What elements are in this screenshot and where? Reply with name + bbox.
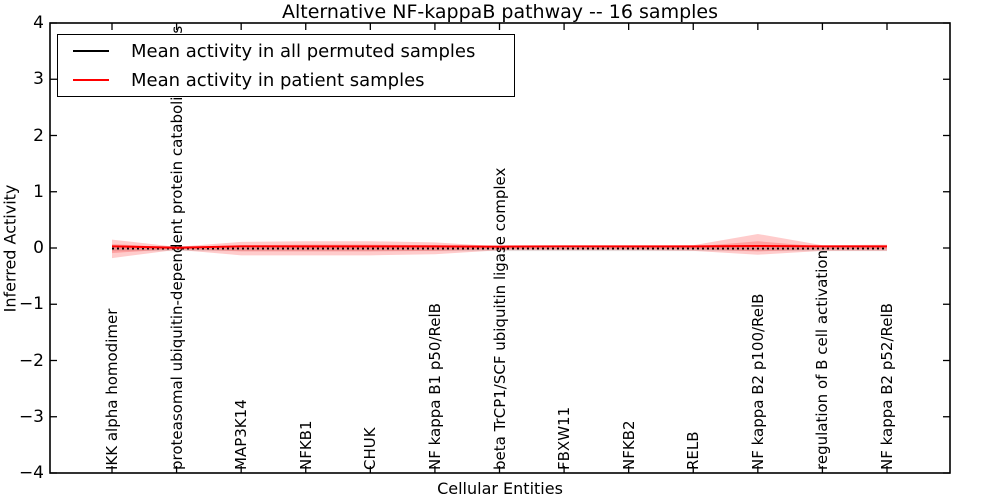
- legend-line-sample-permuted: [73, 50, 109, 52]
- y-tick-label: 2: [33, 125, 44, 146]
- x-tick-label: NF kappa B1 p50/RelB: [425, 303, 444, 470]
- y-tick-label: 4: [33, 13, 44, 33]
- legend-entry-patient: Mean activity in patient samples: [73, 69, 514, 91]
- legend-line-sample-patient: [73, 79, 109, 81]
- legend-label-permuted: Mean activity in all permuted samples: [131, 40, 476, 62]
- y-tick-label: −3: [18, 406, 44, 427]
- legend: Mean activity in all permuted samples Me…: [57, 34, 515, 97]
- x-axis-label: Cellular Entities: [437, 479, 563, 498]
- y-tick-label: 1: [33, 181, 44, 202]
- x-tick-label: regulation of B cell activation: [813, 249, 832, 470]
- chart-title: Alternative NF-kappaB pathway -- 16 samp…: [281, 1, 719, 23]
- y-tick-label: −1: [18, 294, 44, 315]
- x-tick-label: CHUK: [361, 427, 380, 470]
- x-tick-label: RELB: [684, 431, 703, 470]
- x-tick-label: MAP3K14: [232, 399, 251, 470]
- y-tick-label: 0: [33, 238, 44, 258]
- x-tick-label: NFKB1: [296, 420, 315, 470]
- x-tick-label: NF kappa B2 p100/RelB: [748, 293, 767, 470]
- y-tick-label: 3: [33, 69, 44, 90]
- legend-label-patient: Mean activity in patient samples: [131, 69, 425, 91]
- legend-entry-permuted: Mean activity in all permuted samples: [73, 40, 514, 62]
- x-tick-label: FBXW11: [555, 406, 574, 470]
- x-tick-label: NF kappa B2 p52/RelB: [878, 303, 896, 470]
- y-tick-label: −4: [18, 463, 44, 483]
- x-tick-label: IKK alpha homodimer: [103, 308, 121, 470]
- y-tick-label: −2: [18, 350, 44, 371]
- x-tick-label: beta TrCP1/SCF ubiquitin ligase complex: [490, 167, 509, 470]
- x-tick-label: NFKB2: [619, 420, 638, 470]
